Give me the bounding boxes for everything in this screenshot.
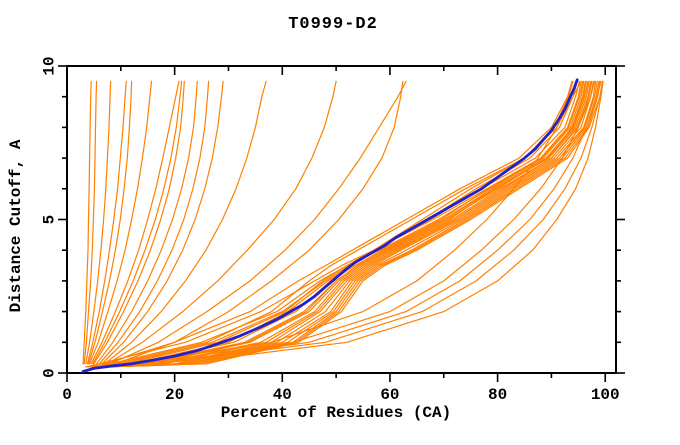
model-curve: [98, 80, 604, 368]
tick-label: 20: [165, 386, 184, 404]
tick-label: 100: [591, 386, 620, 404]
model-curve: [98, 80, 597, 368]
tick-label: 60: [380, 386, 399, 404]
axis-tick-labels: 0 20 40 60 80 100 0 5 10: [41, 56, 620, 404]
model-curve: [87, 80, 133, 365]
model-curve: [94, 80, 602, 368]
model-curve: [85, 80, 582, 368]
model-curve: [107, 80, 601, 368]
model-curve: [93, 80, 185, 365]
model-curve: [90, 80, 582, 368]
model-curve: [97, 80, 589, 368]
x-axis-title: Percent of Residues (CA): [221, 404, 451, 422]
model-curve: [91, 80, 574, 368]
model-curve: [95, 80, 198, 365]
tick-label: 40: [273, 386, 292, 404]
model-curve: [92, 80, 183, 365]
model-curve: [82, 80, 92, 365]
tick-label: 0: [62, 386, 72, 404]
model-curve: [114, 80, 404, 365]
model-curve: [95, 80, 604, 368]
model-curve: [90, 80, 180, 365]
tick-label: 5: [41, 215, 59, 225]
model-curve: [99, 80, 592, 368]
model-curve: [104, 80, 604, 368]
model-curve: [104, 80, 267, 365]
model-curve: [95, 80, 586, 368]
model-curve: [85, 80, 112, 365]
model-curve: [101, 80, 595, 368]
model-curve: [106, 80, 337, 365]
plot-curves: [81, 78, 604, 373]
axis-ticks: [58, 65, 625, 382]
model-curve: [83, 80, 98, 365]
y-axis-title: Distance Cutoff, A: [7, 139, 25, 312]
chart-title: T0999-D2: [288, 15, 378, 34]
model-curve: [94, 80, 573, 368]
model-curve: [109, 80, 407, 365]
model-curve: [101, 80, 224, 365]
model-curve: [88, 80, 577, 368]
model-curve: [98, 80, 210, 365]
model-curve: [86, 80, 578, 368]
model-curve: [92, 80, 584, 368]
tick-label: 10: [41, 56, 59, 75]
model-curve: [93, 80, 590, 368]
tick-label: 80: [488, 386, 507, 404]
highlighted-model-curve: [81, 78, 579, 373]
model-curve: [86, 80, 127, 365]
model-curve: [93, 80, 596, 368]
tick-label: 0: [41, 368, 59, 378]
model-curve: [88, 80, 153, 365]
model-curve: [105, 80, 598, 368]
